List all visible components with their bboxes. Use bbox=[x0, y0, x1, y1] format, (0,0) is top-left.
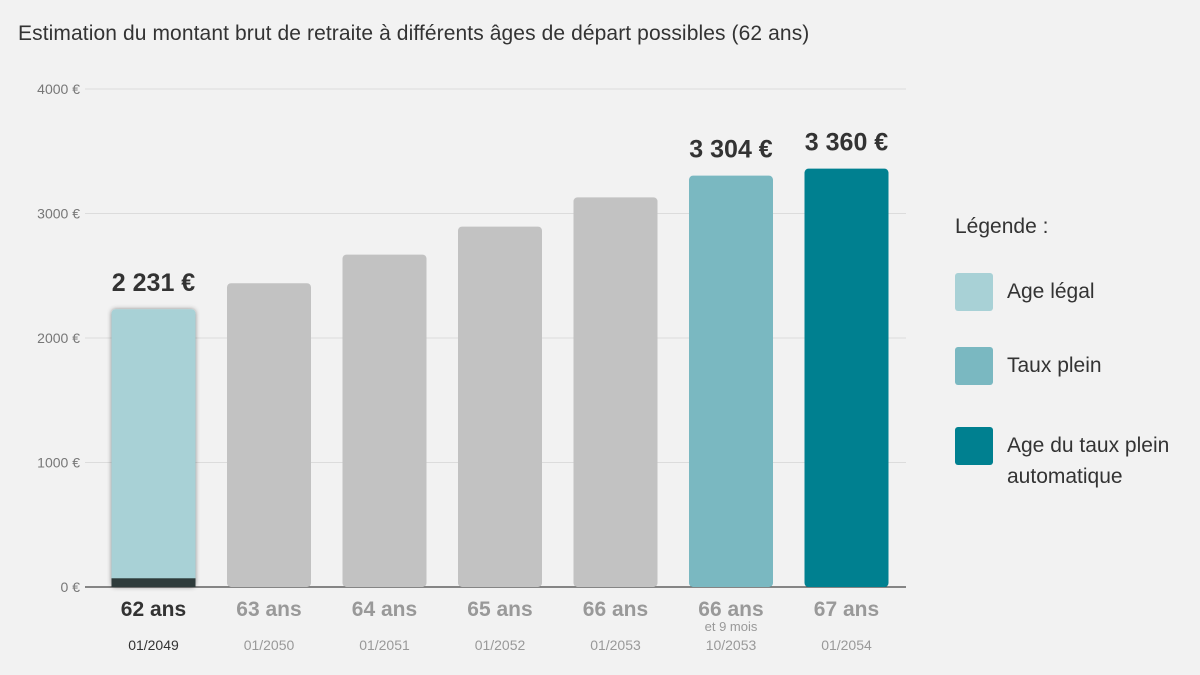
legend-swatch-taux-plein bbox=[955, 347, 993, 385]
legend-swatch-age-legal bbox=[955, 273, 993, 311]
legend-item-age-legal: Age légal bbox=[955, 273, 1195, 311]
x-tick-label: 63 ans bbox=[236, 598, 301, 621]
bar-value-label: 3 304 € bbox=[689, 136, 773, 164]
legend-swatch-taux-plein-automatique bbox=[955, 427, 993, 465]
y-tick-label: 0 € bbox=[61, 579, 81, 595]
legend-title: Légende : bbox=[955, 215, 1049, 238]
legend: Légende : Age légal Taux plein Age du ta… bbox=[955, 215, 1195, 528]
y-tick-label: 2000 € bbox=[37, 330, 80, 346]
legend-label: Age du taux plein automatique bbox=[1007, 434, 1170, 488]
bar bbox=[111, 309, 196, 587]
x-tick-label: 64 ans bbox=[352, 598, 417, 621]
x-tick-label: 66 ans bbox=[698, 598, 763, 621]
legend-item-taux-plein-automatique: Age du taux plein automatique bbox=[955, 427, 1195, 492]
bar bbox=[227, 283, 311, 587]
x-tick-label: 62 ans bbox=[121, 598, 186, 621]
x-tick-date: 01/2054 bbox=[821, 637, 872, 653]
x-tick-date: 01/2050 bbox=[244, 637, 295, 653]
bar bbox=[689, 175, 773, 588]
y-tick-label: 4000 € bbox=[37, 81, 80, 97]
x-tick-label: 65 ans bbox=[467, 598, 532, 621]
legend-item-taux-plein: Taux plein bbox=[955, 347, 1195, 385]
x-tick-date: 01/2049 bbox=[128, 637, 179, 653]
x-tick-date: 01/2051 bbox=[359, 637, 410, 653]
x-tick-label: 66 ans bbox=[583, 598, 648, 621]
x-tick-label: 67 ans bbox=[814, 598, 879, 621]
bar-value-label: 3 360 € bbox=[805, 129, 889, 157]
legend-label: Taux plein bbox=[1007, 354, 1102, 377]
x-tick-date: 10/2053 bbox=[706, 637, 757, 653]
y-tick-label: 1000 € bbox=[37, 455, 80, 471]
bar-value-label: 2 231 € bbox=[112, 269, 196, 297]
bar-base-segment bbox=[111, 578, 196, 587]
bar bbox=[573, 197, 658, 587]
legend-label: Age légal bbox=[1007, 280, 1095, 303]
bar bbox=[458, 226, 542, 587]
bar bbox=[342, 254, 427, 587]
y-tick-label: 3000 € bbox=[37, 206, 80, 222]
x-tick-date: 01/2053 bbox=[590, 637, 641, 653]
x-tick-date: 01/2052 bbox=[475, 637, 526, 653]
chart-title: Estimation du montant brut de retraite à… bbox=[18, 22, 810, 45]
bar bbox=[804, 168, 889, 587]
x-tick-sublabel: et 9 mois bbox=[705, 619, 758, 634]
